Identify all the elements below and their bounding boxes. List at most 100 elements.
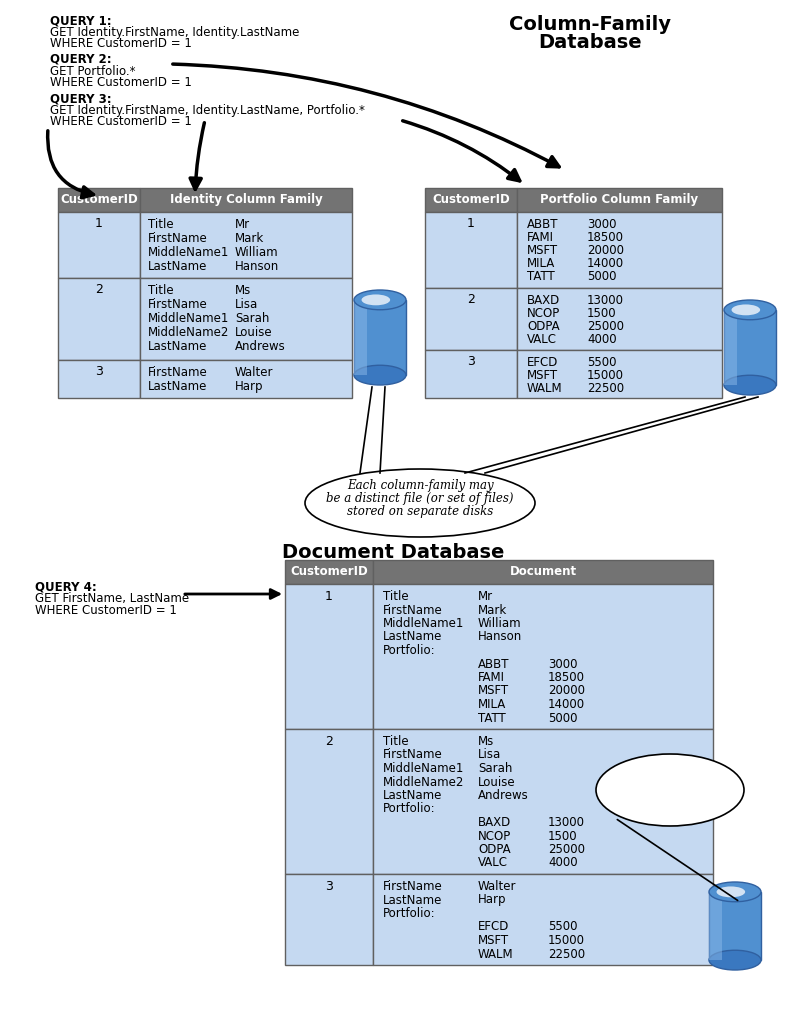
Text: NCOP: NCOP: [527, 307, 560, 320]
Text: 13000: 13000: [587, 294, 624, 307]
Text: Walter: Walter: [235, 366, 274, 379]
Text: Document: Document: [509, 565, 577, 578]
Text: GET Identity.FirstName, Identity.LastName: GET Identity.FirstName, Identity.LastNam…: [50, 26, 299, 39]
Text: LastName: LastName: [383, 789, 443, 802]
Text: 1500: 1500: [587, 307, 617, 320]
Text: Sarah: Sarah: [235, 312, 270, 325]
Text: 4000: 4000: [548, 856, 578, 870]
Ellipse shape: [596, 754, 744, 826]
Bar: [140, 188, 352, 212]
Text: 3: 3: [325, 880, 333, 893]
Text: Portfolio:: Portfolio:: [383, 644, 435, 657]
Text: 3000: 3000: [548, 658, 578, 670]
FancyArrowPatch shape: [48, 130, 94, 197]
Text: WHERE CustomerID = 1: WHERE CustomerID = 1: [35, 604, 177, 617]
Ellipse shape: [709, 882, 761, 902]
Text: MSFT: MSFT: [527, 369, 558, 382]
Text: Hanson: Hanson: [235, 260, 279, 273]
Text: Mr: Mr: [235, 218, 250, 231]
Ellipse shape: [732, 304, 760, 315]
Text: FirstName: FirstName: [383, 604, 443, 616]
Text: MiddleName1: MiddleName1: [148, 246, 230, 258]
Text: 18500: 18500: [587, 231, 624, 244]
Text: WHERE CustomerID = 1: WHERE CustomerID = 1: [50, 77, 192, 89]
Ellipse shape: [354, 365, 406, 385]
Text: Column-Family: Column-Family: [509, 16, 671, 34]
Text: MSFT: MSFT: [478, 685, 509, 698]
Text: 1500: 1500: [548, 829, 578, 843]
Text: FirstName: FirstName: [148, 298, 208, 311]
Text: QUERY 1:: QUERY 1:: [50, 14, 112, 27]
Text: QUERY 4:: QUERY 4:: [35, 580, 97, 594]
Bar: [354, 300, 406, 375]
Text: 4000: 4000: [587, 333, 617, 346]
Text: Walter: Walter: [478, 880, 516, 893]
Text: Ms: Ms: [235, 284, 252, 297]
Text: Each column-family may: Each column-family may: [347, 479, 494, 492]
Bar: [58, 360, 140, 398]
Text: Mark: Mark: [235, 232, 264, 245]
Text: Portfolio Column Family: Portfolio Column Family: [541, 193, 699, 206]
Bar: [724, 310, 776, 385]
Text: GET FirstName, LastName: GET FirstName, LastName: [35, 592, 189, 605]
Text: MiddleName1: MiddleName1: [383, 762, 465, 776]
Ellipse shape: [354, 290, 406, 310]
Text: William: William: [235, 246, 278, 258]
Text: CustomerID: CustomerID: [432, 193, 510, 206]
Bar: [709, 892, 761, 961]
Text: 22500: 22500: [548, 947, 585, 961]
Bar: [140, 360, 352, 398]
Text: FAMI: FAMI: [478, 671, 505, 685]
Text: 20000: 20000: [548, 685, 585, 698]
Text: 5000: 5000: [587, 270, 616, 283]
Text: Sarah: Sarah: [478, 762, 512, 776]
Text: MiddleName1: MiddleName1: [383, 617, 465, 630]
Bar: [373, 560, 713, 584]
Bar: [373, 584, 713, 729]
Text: Portfolio:: Portfolio:: [383, 907, 435, 920]
Bar: [285, 560, 373, 584]
Text: 1: 1: [467, 217, 475, 230]
Text: MiddleName2: MiddleName2: [383, 776, 465, 789]
Ellipse shape: [305, 469, 535, 537]
Text: QUERY 3:: QUERY 3:: [50, 92, 112, 105]
Bar: [285, 874, 373, 965]
Text: LastName: LastName: [148, 260, 208, 273]
Text: GET Identity.FirstName, Identity.LastName, Portfolio.*: GET Identity.FirstName, Identity.LastNam…: [50, 104, 365, 117]
FancyArrowPatch shape: [185, 589, 279, 599]
Text: Title: Title: [383, 590, 409, 603]
Text: William: William: [478, 617, 522, 630]
Text: VALC: VALC: [478, 856, 508, 870]
Text: CustomerID: CustomerID: [60, 193, 138, 206]
Bar: [373, 729, 713, 874]
Bar: [425, 188, 517, 212]
Bar: [373, 874, 713, 965]
Text: WALM: WALM: [478, 947, 513, 961]
Bar: [709, 892, 722, 961]
Text: FirstName: FirstName: [383, 749, 443, 761]
Text: document is stored: document is stored: [613, 777, 727, 790]
Text: MiddleName1: MiddleName1: [148, 312, 230, 325]
Bar: [285, 729, 373, 874]
Bar: [285, 584, 373, 729]
Text: LastName: LastName: [383, 893, 443, 907]
Text: Portfolio:: Portfolio:: [383, 802, 435, 816]
Text: 13000: 13000: [548, 816, 585, 829]
Text: MILA: MILA: [527, 257, 555, 270]
Text: GET Portfolio.*: GET Portfolio.*: [50, 65, 135, 78]
Text: Andrews: Andrews: [235, 340, 286, 353]
Text: CustomerID: CustomerID: [290, 565, 368, 578]
Text: 5500: 5500: [587, 356, 616, 369]
Text: ODPA: ODPA: [478, 843, 511, 856]
Text: 5000: 5000: [548, 711, 578, 725]
Text: LastName: LastName: [148, 381, 208, 393]
Text: BAXD: BAXD: [478, 816, 511, 829]
Text: 3: 3: [467, 355, 475, 368]
Ellipse shape: [709, 950, 761, 970]
Text: Ms: Ms: [478, 735, 494, 748]
Bar: [425, 212, 517, 288]
Text: MILA: MILA: [478, 698, 506, 711]
Text: EFCD: EFCD: [527, 356, 558, 369]
Bar: [517, 349, 722, 398]
Text: TATT: TATT: [478, 711, 505, 725]
